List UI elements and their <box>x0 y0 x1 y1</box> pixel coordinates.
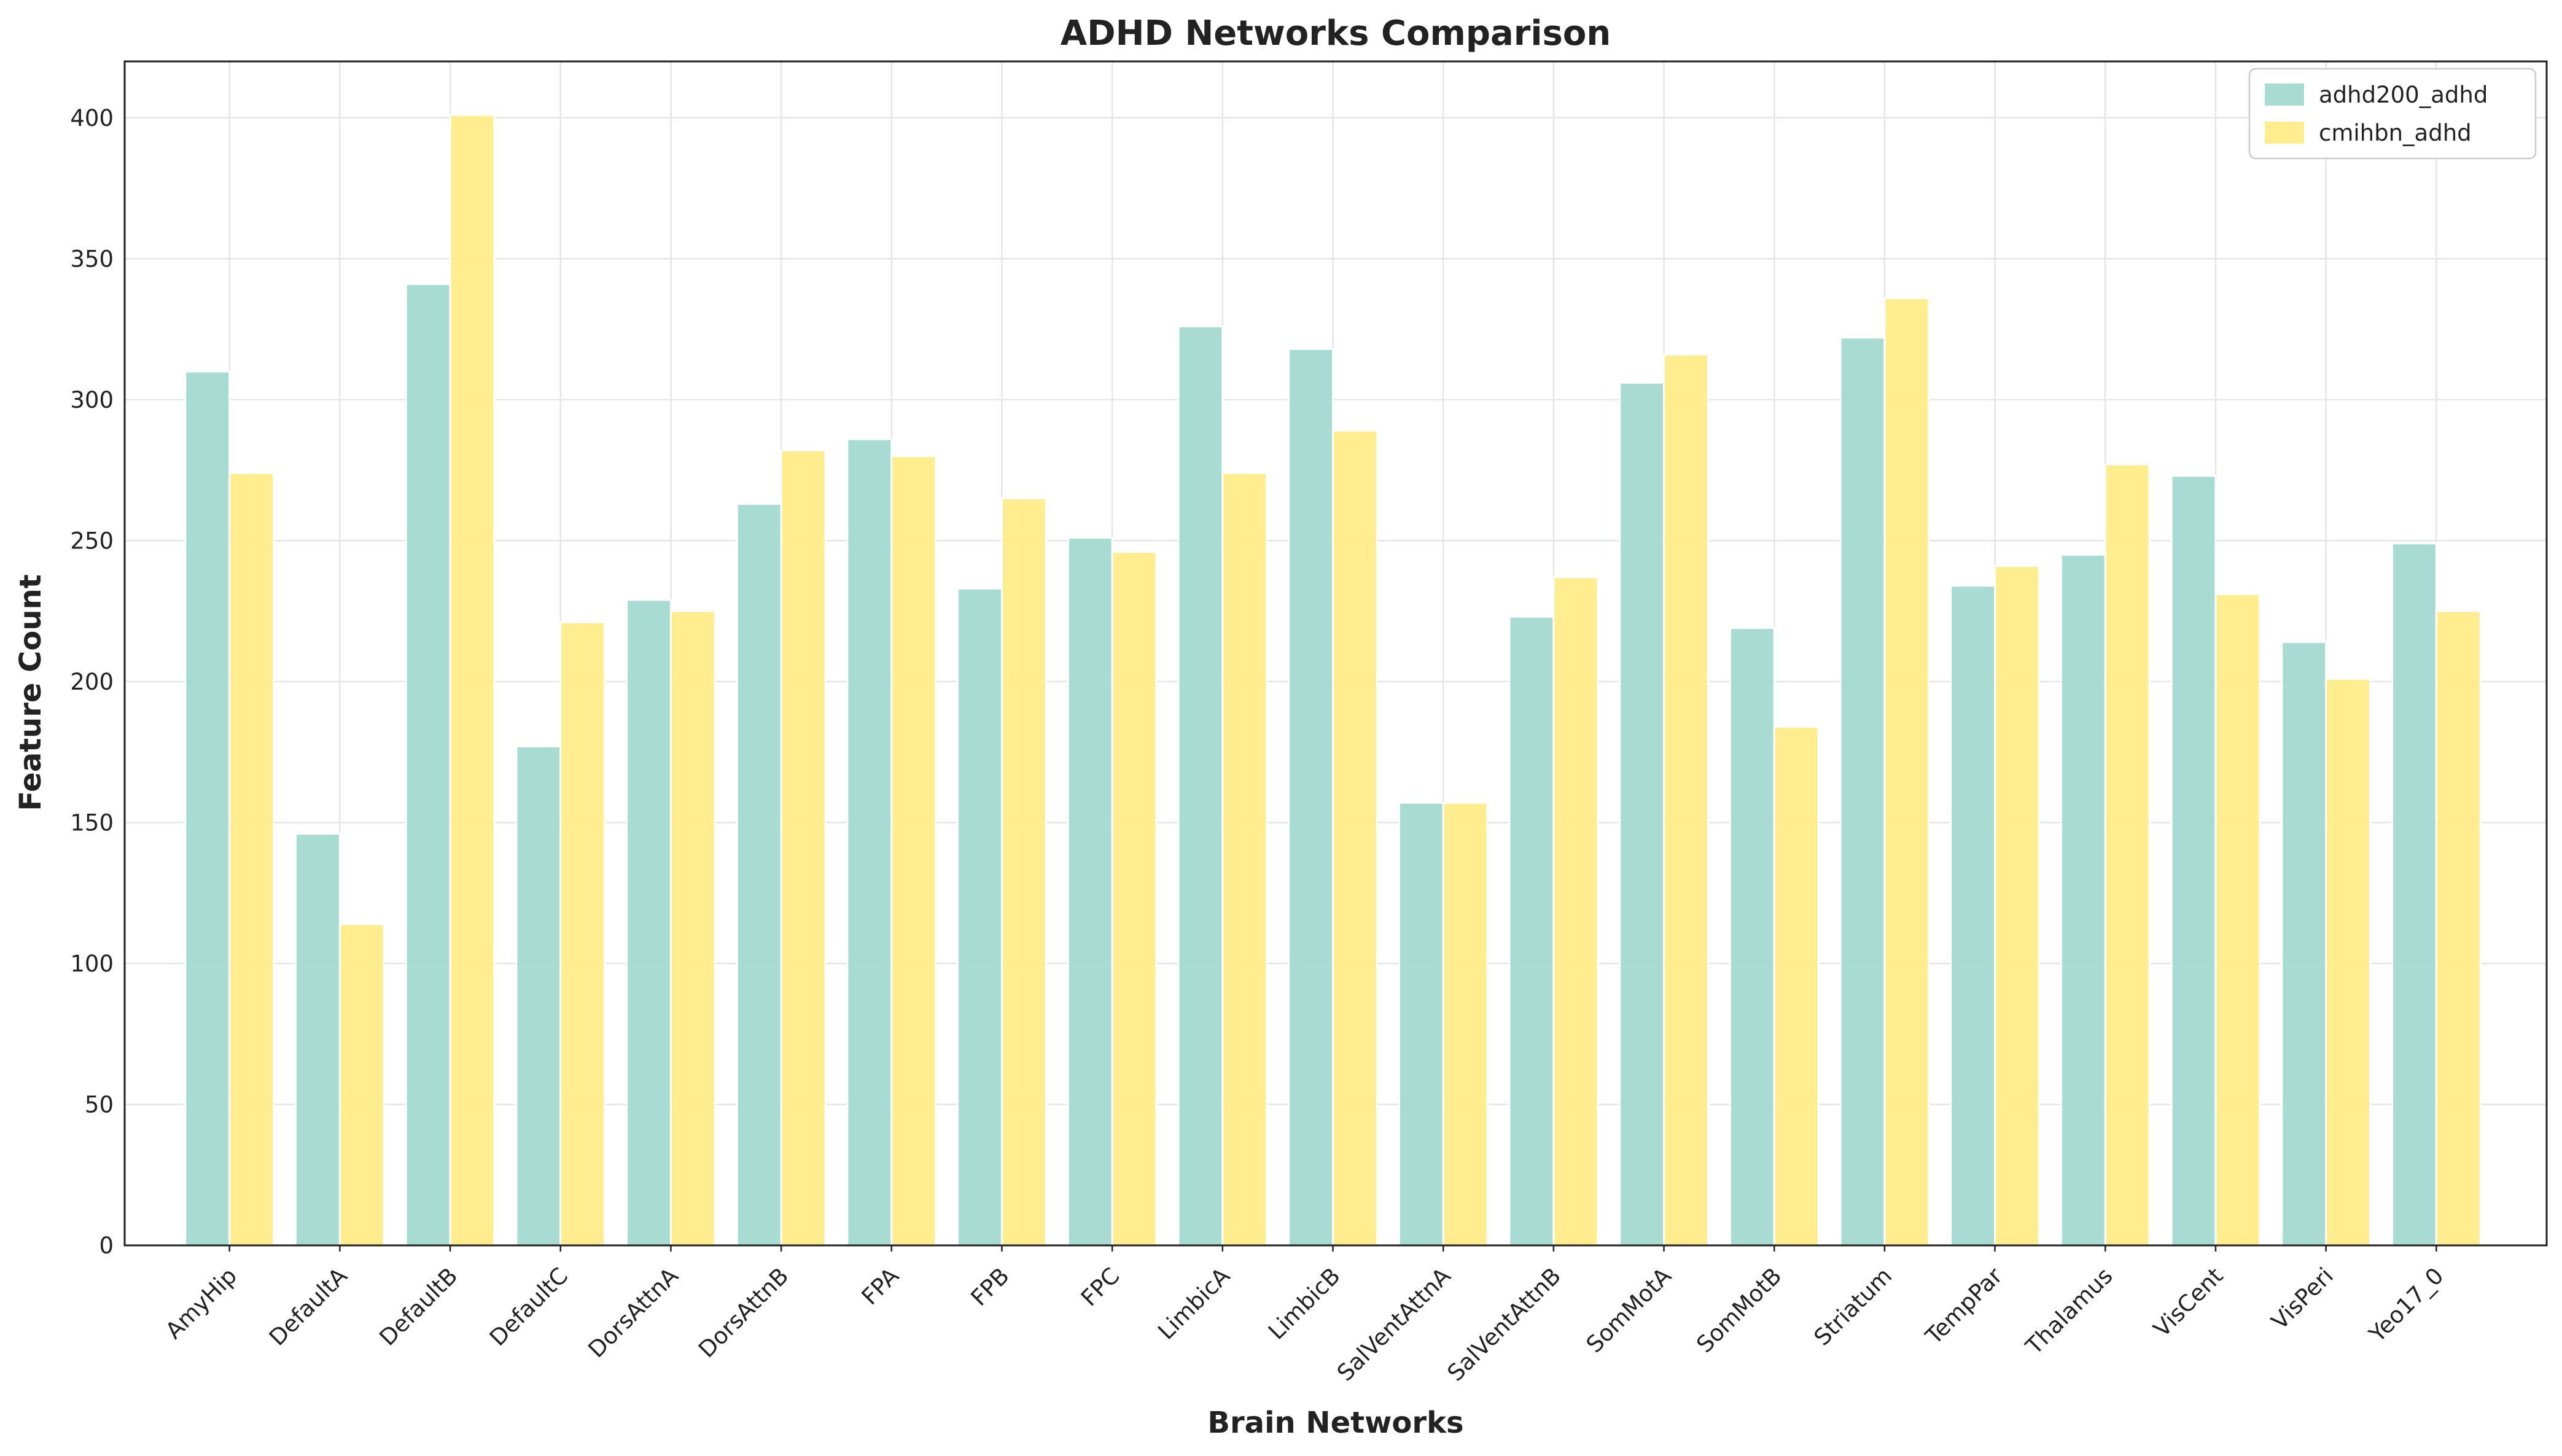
bar-adhd200_adhd-DefaultC <box>515 745 562 1247</box>
x-tick-label: Thalamus <box>2020 1263 2118 1360</box>
legend: adhd200_adhd cmihbn_adhd <box>2248 68 2537 160</box>
y-tick-label: 50 <box>85 1091 114 1118</box>
bar-cmihbn_adhd-TempPar <box>1994 565 2040 1247</box>
bar-adhd200_adhd-TempPar <box>1950 585 1996 1247</box>
bar-adhd200_adhd-VisCent <box>2170 475 2217 1247</box>
bar-adhd200_adhd-SomMotA <box>1619 381 1665 1247</box>
x-tick-label: DorsAttnA <box>583 1263 683 1363</box>
bar-cmihbn_adhd-DefaultA <box>338 923 385 1247</box>
bar-cmihbn_adhd-VisCent <box>2214 593 2261 1247</box>
chart-title: ADHD Networks Comparison <box>1061 14 1611 53</box>
bar-cmihbn_adhd-SalVentAttnA <box>1442 801 1489 1247</box>
legend-box <box>2248 68 2537 160</box>
bar-cmihbn_adhd-FPC <box>1111 551 1158 1247</box>
bar-adhd200_adhd-SalVentAttnA <box>1398 801 1444 1247</box>
y-tick-label: 350 <box>70 246 114 272</box>
legend-label-cmihbn: cmihbn_adhd <box>2319 120 2472 146</box>
bar-adhd200_adhd-FPB <box>957 587 1003 1247</box>
bar-adhd200_adhd-DorsAttnB <box>736 503 782 1247</box>
bar-adhd200_adhd-FPA <box>846 438 893 1247</box>
x-tick-label: LimbicB <box>1263 1263 1345 1345</box>
bar-adhd200_adhd-LimbicB <box>1288 348 1334 1247</box>
bar-cmihbn_adhd-SomMotB <box>1773 725 1820 1247</box>
y-axis-label: Feature Count <box>14 574 48 811</box>
bar-cmihbn_adhd-LimbicA <box>1221 472 1268 1247</box>
x-axis-label: Brain Networks <box>1207 1406 1463 1440</box>
bar-cmihbn_adhd-Thalamus <box>2104 463 2151 1247</box>
x-tick-label: VisCent <box>2148 1263 2228 1342</box>
x-tick-label: Striatum <box>1809 1263 1898 1351</box>
bar-adhd200_adhd-SomMotB <box>1729 627 1775 1247</box>
bar-cmihbn_adhd-SomMotA <box>1663 353 1709 1247</box>
legend-swatch-cmihbn <box>2265 122 2304 144</box>
x-tick-label: FPA <box>857 1263 904 1310</box>
bar-cmihbn_adhd-Striatum <box>1883 297 1930 1247</box>
bar-cmihbn_adhd-DorsAttnA <box>669 610 716 1247</box>
y-axis-ticks: 0 50 100 150 200 250 300 350 400 <box>70 105 114 1259</box>
y-tick-label: 400 <box>70 105 114 131</box>
y-tick-label: 0 <box>99 1232 114 1259</box>
bars <box>184 114 2482 1247</box>
bar-adhd200_adhd-FPC <box>1067 537 1113 1247</box>
bar-adhd200_adhd-VisPeri <box>2281 641 2327 1247</box>
x-tick-label: SalVentAttnB <box>1443 1263 1567 1387</box>
bar-adhd200_adhd-DefaultB <box>405 283 451 1247</box>
bar-adhd200_adhd-SalVentAttnB <box>1508 615 1555 1247</box>
y-tick-label: 250 <box>70 528 114 554</box>
bar-cmihbn_adhd-LimbicB <box>1332 429 1378 1247</box>
x-tick-label: DorsAttnB <box>693 1263 793 1363</box>
x-tick-label: DefaultB <box>374 1263 462 1351</box>
plot-frame <box>123 60 2548 1247</box>
bar-cmihbn_adhd-SalVentAttnB <box>1552 576 1599 1247</box>
x-tick-label: FPC <box>1076 1263 1125 1312</box>
bar-cmihbn_adhd-FPB <box>1000 497 1047 1247</box>
y-tick-label: 200 <box>70 669 114 695</box>
bar-cmihbn_adhd-VisPeri <box>2325 677 2372 1247</box>
x-tick-label: DefaultC <box>485 1263 573 1351</box>
x-tick-label: SomMotB <box>1691 1263 1786 1358</box>
legend-swatch-adhd200 <box>2265 84 2304 106</box>
bar-adhd200_adhd-DefaultA <box>295 833 341 1247</box>
bar-cmihbn_adhd-FPA <box>890 455 937 1247</box>
y-tick-label: 300 <box>70 387 114 413</box>
x-tick-label: FPB <box>966 1263 1014 1311</box>
x-tick-label: VisPeri <box>2266 1263 2338 1335</box>
x-tick-label: LimbicA <box>1153 1263 1235 1345</box>
bar-adhd200_adhd-Yeo17_0 <box>2391 542 2437 1247</box>
y-tick-label: 100 <box>70 951 114 977</box>
bar-cmihbn_adhd-Yeo17_0 <box>2435 610 2482 1247</box>
x-tick-label: DefaultA <box>264 1263 352 1351</box>
bar-cmihbn_adhd-AmyHip <box>228 472 275 1247</box>
bar-cmihbn_adhd-DefaultB <box>449 114 496 1247</box>
bar-cmihbn_adhd-DefaultC <box>559 621 606 1247</box>
bar-adhd200_adhd-Thalamus <box>2060 553 2106 1247</box>
y-tick-label: 150 <box>70 809 114 836</box>
bar-adhd200_adhd-Striatum <box>1839 337 1886 1247</box>
bar-adhd200_adhd-AmyHip <box>184 370 231 1247</box>
bar-cmihbn_adhd-DorsAttnB <box>780 449 827 1247</box>
bar-adhd200_adhd-DorsAttnA <box>626 599 672 1247</box>
x-tick-label: SomMotA <box>1581 1263 1676 1358</box>
x-tick-label: SalVentAttnA <box>1332 1263 1456 1387</box>
x-tick-label: Yeo17_0 <box>2364 1263 2449 1348</box>
x-axis-ticks: AmyHip DefaultA DefaultB DefaultC DorsAttnA D… <box>160 1245 2449 1387</box>
x-tick-label: AmyHip <box>160 1263 242 1344</box>
x-tick-label: TempPar <box>1920 1262 2008 1350</box>
bar-adhd200_adhd-LimbicA <box>1177 325 1224 1247</box>
legend-label-adhd200: adhd200_adhd <box>2319 82 2488 108</box>
